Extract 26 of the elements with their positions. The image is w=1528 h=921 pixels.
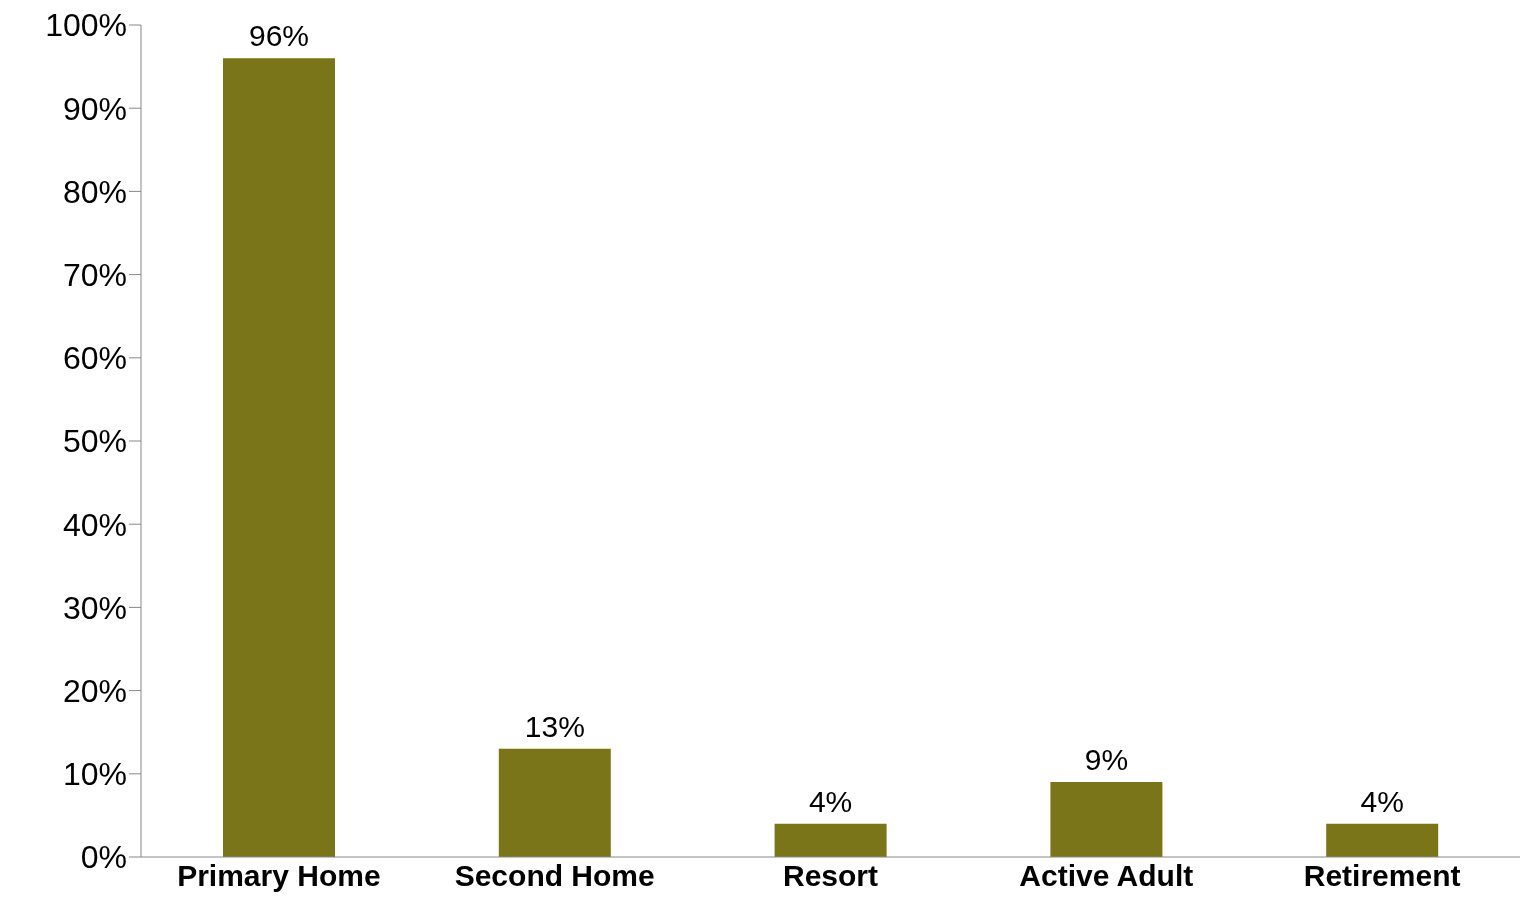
y-tick-label: 0% bbox=[80, 839, 127, 876]
y-tick-label: 100% bbox=[45, 7, 127, 44]
y-tick-label: 10% bbox=[62, 756, 127, 793]
data-label: 13% bbox=[524, 709, 585, 743]
y-tick-label: 90% bbox=[62, 90, 127, 127]
data-label: 9% bbox=[1084, 743, 1129, 777]
bar bbox=[774, 823, 887, 857]
y-tick-label: 50% bbox=[62, 423, 127, 460]
y-tick-label: 70% bbox=[62, 256, 127, 293]
x-tick-label: Primary Home bbox=[177, 859, 381, 893]
bar bbox=[498, 748, 611, 857]
y-tick-label: 80% bbox=[62, 173, 127, 210]
data-label: 4% bbox=[1360, 784, 1404, 818]
y-tick-label: 40% bbox=[62, 506, 127, 543]
y-tick-label: 60% bbox=[62, 340, 127, 377]
y-tick-label: 20% bbox=[62, 672, 127, 709]
bar bbox=[223, 58, 335, 857]
y-tick-label: 30% bbox=[62, 589, 127, 626]
bar bbox=[1050, 782, 1163, 857]
bar bbox=[1326, 823, 1439, 857]
data-label: 96% bbox=[248, 19, 310, 53]
x-tick-label: Active Adult bbox=[1019, 859, 1194, 893]
data-label: 4% bbox=[808, 784, 853, 818]
x-tick-label: Resort bbox=[782, 859, 879, 893]
x-tick-label: Retirement bbox=[1303, 859, 1461, 893]
x-tick-label: Second Home bbox=[454, 859, 655, 893]
